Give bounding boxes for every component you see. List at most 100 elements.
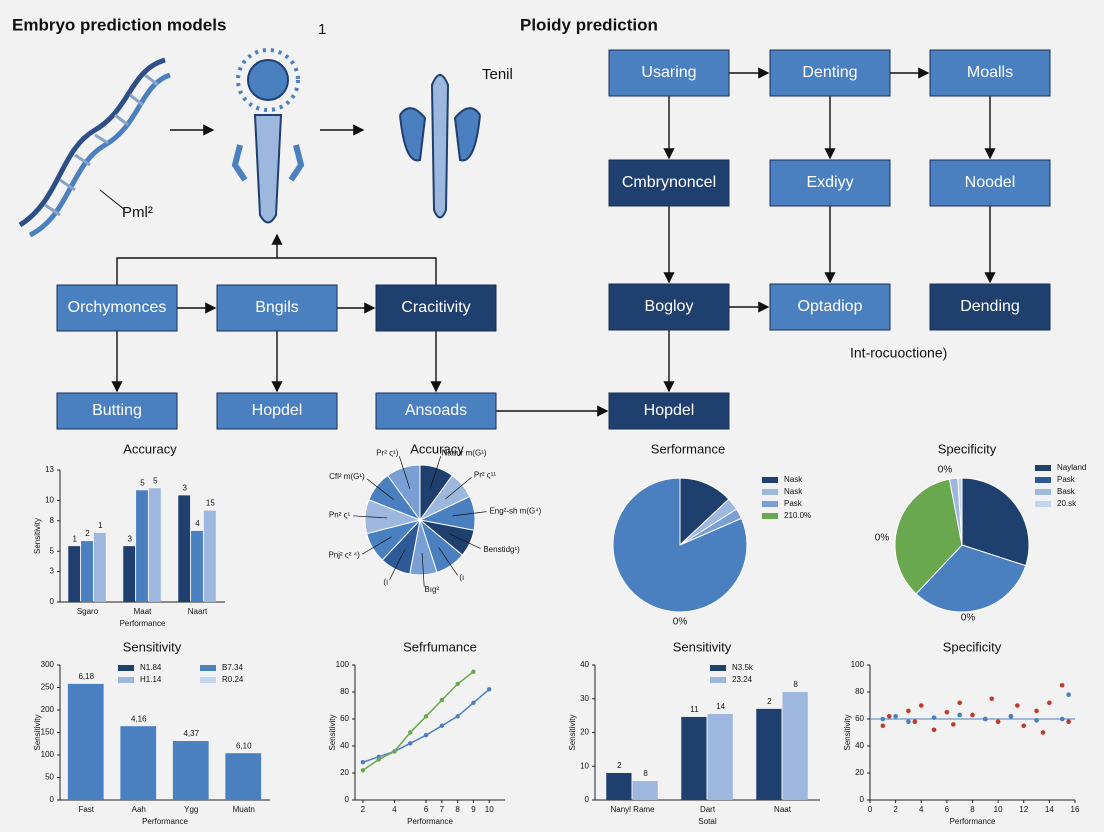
connector [116,235,437,285]
x-tick-label: 12 [1019,805,1028,814]
x-tick-label: 4 [392,805,397,814]
point [1034,718,1039,723]
leader-line [445,477,472,500]
pie-slice [961,477,1030,567]
y-tick-label: 30 [580,694,589,703]
bar [782,692,808,800]
y-tick-label: 3 [50,567,55,576]
pie-slice [915,544,1027,613]
cell-illustration [399,74,481,219]
chart-title: Serformance [651,441,725,456]
bar [756,708,782,800]
chart-title: Sefrfumance [403,639,477,654]
legend-swatch [118,665,134,671]
point [957,712,962,718]
x-tick-label: 4 [919,805,924,814]
point [423,733,429,738]
legend-label: Pask [1057,475,1076,484]
bar [93,532,106,602]
legend-swatch [1035,501,1051,507]
pie-slice [612,477,748,613]
bar-annotation: 1 [72,534,77,543]
y-tick-label: 5 [50,546,55,555]
legend-swatch [762,477,778,483]
leader-line [398,456,411,489]
x-axis-label: Performance [407,817,453,826]
bar [67,683,104,800]
slice-label: Pr² ς¹¹ [474,470,496,479]
slice-label: Nadur m(G¹) [442,449,487,458]
node-box [608,49,730,97]
bar-annotation: 2 [617,761,622,770]
node-box [769,159,891,207]
legend-swatch [762,501,778,507]
point [408,730,413,735]
y-tick-label: 13 [45,465,54,474]
bar-annotation: 6,18 [78,672,94,681]
node-box [769,283,891,331]
bar [606,773,632,800]
point [439,697,445,703]
slice-label: Benstidg¹) [483,545,520,554]
y-axis-label: Sensitivity [328,714,337,750]
x-tick-label: 7 [440,805,445,814]
y-tick-label: 100 [41,750,55,759]
point [906,708,911,714]
x-axis-label: Sotal [698,817,716,826]
legend-swatch [200,677,216,683]
y-tick-label: 8 [50,516,55,525]
pie-annotation: 0% [938,465,953,476]
slice-label: Pnj² ς² ⁴) [328,551,360,560]
node-box [608,159,730,207]
bar-annotation: 4,16 [131,714,147,723]
x-tick-label: Aah [132,805,146,814]
legend-swatch [1035,477,1051,483]
point [880,716,886,722]
bar [178,495,191,602]
bar-annotation: 8 [793,680,798,689]
line [362,688,490,763]
legend-label: 20.sk [1057,499,1077,508]
bar [632,781,658,800]
point [471,700,476,705]
y-tick-label: 100 [336,660,350,669]
legend-label: R0.24 [222,675,244,684]
y-tick-label: 60 [340,714,349,723]
node-label: Hopdel [644,402,695,419]
pie-annotation: 0% [673,617,688,628]
pie-slice [679,477,730,547]
y-axis-label: Sensitivity [33,518,42,554]
y-axis-label: Sensitivity [568,714,577,750]
x-tick-label: 8 [455,805,460,814]
node-box [929,159,1051,207]
bar [681,716,707,800]
pie-slice [957,477,963,546]
leader-line [449,533,481,549]
x-tick-label: Ygg [184,805,198,814]
x-tick-label: 6 [424,805,429,814]
point [957,700,962,706]
node-label: Bngils [255,299,299,316]
y-tick-label: 150 [41,728,55,737]
x-tick-label: Fast [78,805,94,814]
slice-label: (ı [383,577,388,586]
slice-label: (ı [459,573,464,582]
node-label: Moalls [967,64,1013,81]
legend-swatch [762,513,778,519]
y-tick-label: 0 [345,795,350,804]
y-tick-label: 40 [580,660,589,669]
y-tick-label: 250 [41,683,55,692]
legend-swatch [762,489,778,495]
leader-line [421,552,425,587]
x-tick-label: Naart [188,607,208,616]
bar-annotation: 14 [716,702,725,711]
point [423,714,429,719]
point [1047,700,1052,706]
node-label: Orchymonces [68,299,167,316]
y-tick-label: 10 [45,496,54,505]
node-label: Cmbrynoncel [622,174,716,191]
y-tick-label: 0 [50,795,55,804]
bar [707,713,733,800]
chart-title: Sensitivity [673,639,732,654]
legend-label: H1.14 [140,675,162,684]
